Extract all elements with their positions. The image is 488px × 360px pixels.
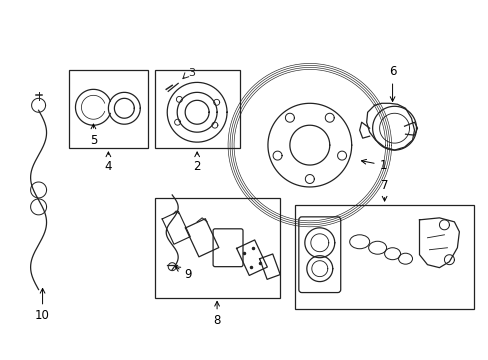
Text: 3: 3: [188, 68, 195, 78]
Text: 9: 9: [175, 267, 191, 281]
Text: 10: 10: [35, 288, 50, 323]
Text: 1: 1: [361, 158, 386, 172]
Text: 5: 5: [90, 124, 97, 147]
Text: 7: 7: [380, 179, 387, 201]
Text: 6: 6: [388, 66, 395, 102]
Text: 8: 8: [213, 301, 220, 328]
Text: 2: 2: [193, 152, 201, 173]
Text: 4: 4: [104, 152, 112, 173]
